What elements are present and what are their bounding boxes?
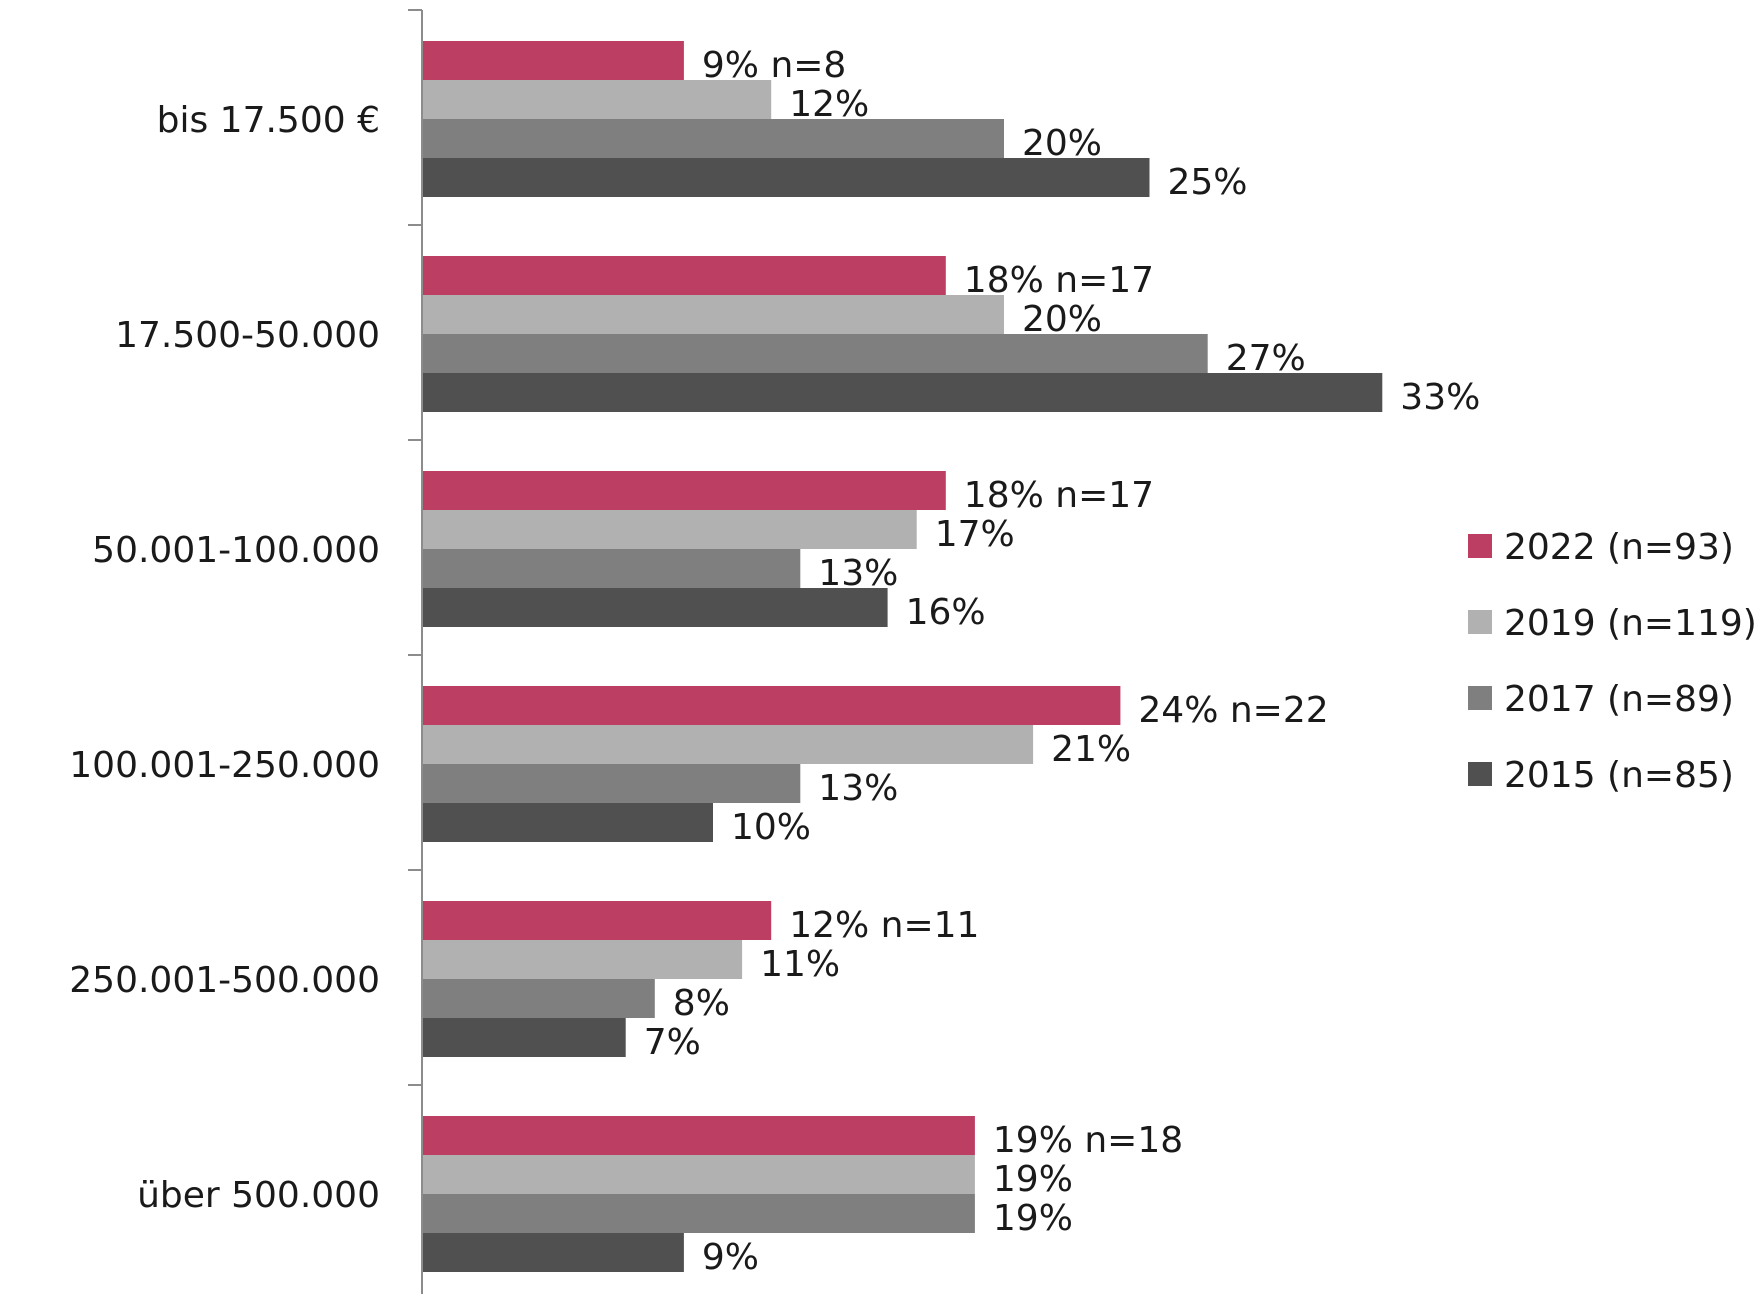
data-label: 11% — [760, 944, 840, 985]
data-label: 8% — [673, 983, 730, 1024]
data-label: 9% n=8 — [702, 45, 846, 86]
bar — [422, 1018, 626, 1057]
data-label: 19% — [993, 1159, 1073, 1200]
category-label: 50.001-100.000 — [92, 530, 380, 571]
bar — [422, 295, 1004, 334]
data-label: 7% — [644, 1022, 701, 1063]
bar — [422, 471, 946, 510]
legend-label: 2022 (n=93) — [1504, 527, 1734, 568]
category-label: 100.001-250.000 — [69, 745, 380, 786]
category-label: 17.500-50.000 — [115, 315, 380, 356]
category-label: bis 17.500 € — [157, 100, 380, 141]
bar — [422, 725, 1034, 764]
data-label: 19% — [993, 1198, 1073, 1239]
bar — [422, 334, 1208, 373]
bar — [422, 1155, 975, 1194]
data-label: 13% — [818, 553, 898, 594]
data-label: 18% n=17 — [964, 475, 1154, 516]
bar — [422, 803, 713, 842]
bar — [422, 41, 684, 80]
bar — [422, 549, 801, 588]
legend-swatch — [1468, 762, 1492, 786]
data-label: 12% n=11 — [789, 905, 979, 946]
data-label: 21% — [1051, 729, 1131, 770]
legend-label: 2019 (n=119) — [1504, 603, 1757, 644]
data-label: 20% — [1022, 123, 1102, 164]
bar — [422, 373, 1383, 412]
bar — [422, 588, 888, 627]
bar — [422, 119, 1004, 158]
bar — [422, 686, 1121, 725]
bar — [422, 158, 1150, 197]
bar — [422, 764, 801, 803]
bar — [422, 1233, 684, 1272]
data-label: 27% — [1226, 338, 1306, 379]
bar — [422, 940, 743, 979]
bar — [422, 901, 772, 940]
legend-label: 2017 (n=89) — [1504, 679, 1734, 720]
bar — [422, 256, 946, 295]
data-label: 24% n=22 — [1138, 690, 1328, 731]
bar — [422, 979, 655, 1018]
data-label: 19% n=18 — [993, 1120, 1183, 1161]
data-label: 12% — [789, 84, 869, 125]
bar — [422, 510, 917, 549]
data-label: 17% — [935, 514, 1015, 555]
legend-swatch — [1468, 610, 1492, 634]
bar — [422, 1194, 975, 1233]
category-label: über 500.000 — [137, 1175, 380, 1216]
bar — [422, 1116, 975, 1155]
legend-swatch — [1468, 534, 1492, 558]
data-label: 33% — [1400, 377, 1480, 418]
data-label: 18% n=17 — [964, 260, 1154, 301]
data-label: 20% — [1022, 299, 1102, 340]
data-label: 10% — [731, 807, 811, 848]
bar — [422, 80, 772, 119]
data-label: 25% — [1168, 162, 1248, 203]
data-label: 9% — [702, 1237, 759, 1278]
data-label: 13% — [818, 768, 898, 809]
data-label: 16% — [906, 592, 986, 633]
category-label: 250.001-500.000 — [69, 960, 380, 1001]
legend-label: 2015 (n=85) — [1504, 755, 1734, 796]
legend-swatch — [1468, 686, 1492, 710]
